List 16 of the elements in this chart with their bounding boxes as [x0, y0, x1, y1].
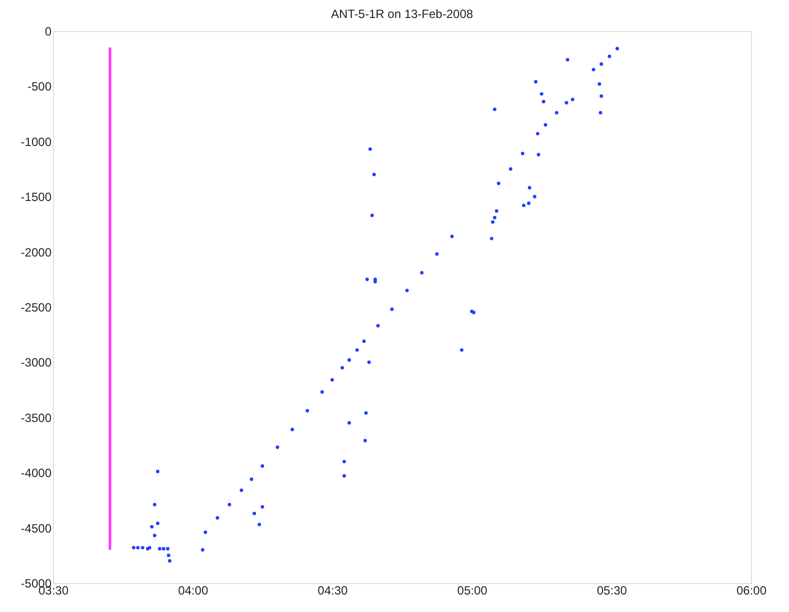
y-tick-label: -500	[27, 80, 52, 94]
y-tick-label: -1000	[20, 134, 52, 149]
y-tick-label: -2500	[20, 300, 52, 314]
x-tick-label: 05:30	[596, 584, 628, 598]
y-tick-label: -3000	[20, 356, 52, 370]
y-tick-label: -3500	[20, 410, 52, 425]
y-tick-label: -2000	[20, 245, 52, 260]
y-tick-label: -4500	[20, 521, 52, 536]
x-tick-label: 04:00	[178, 584, 208, 598]
x-tick-label: 05:00	[457, 584, 488, 598]
y-tick-label: -1500	[20, 190, 52, 204]
chart-title: ANT-5-1R on 13-Feb-2008	[330, 7, 474, 21]
y-tick-label: -4000	[20, 466, 52, 480]
x-tick-label: 06:00	[736, 584, 767, 598]
y-tick-label: 0	[44, 24, 52, 38]
x-tick-label: 04:30	[318, 584, 348, 598]
